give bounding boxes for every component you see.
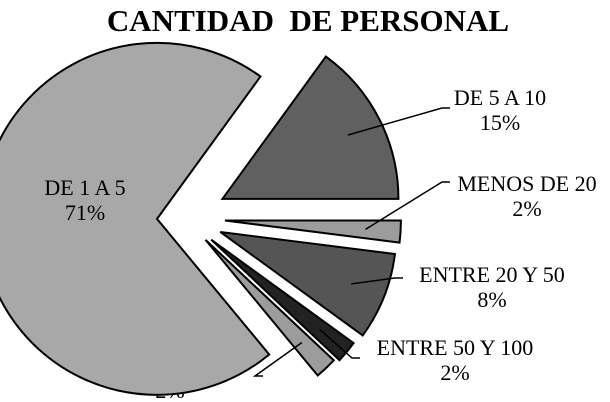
slice-label: ENTRE 50 Y 100 — [377, 335, 534, 360]
pie-slice — [224, 219, 402, 244]
value-label: 71% — [65, 200, 105, 225]
leader-line — [351, 277, 403, 285]
value-label: 8% — [477, 287, 506, 312]
pie-slice — [0, 41, 271, 396]
value-label: 2% — [512, 196, 541, 221]
chart-title: CANTIDAD DE PERSONAL — [107, 3, 509, 38]
pie-slice — [220, 55, 400, 200]
pie-slice — [210, 238, 355, 362]
leader-line — [365, 181, 450, 230]
leader-line — [319, 328, 360, 359]
leader-line — [252, 341, 303, 377]
slice-label: MENOS DE 20 — [457, 171, 596, 196]
value-label: 2% — [440, 360, 469, 385]
value-label: 15% — [480, 110, 520, 135]
leader-line — [347, 107, 450, 136]
slice-label: DE 1 A 5 — [44, 175, 125, 200]
pie-slice — [219, 230, 397, 337]
slice-label: ENTRE 20 Y 50 — [419, 262, 565, 287]
pie-slice — [204, 239, 336, 377]
slice-label: DE 5 A 10 — [454, 85, 546, 110]
